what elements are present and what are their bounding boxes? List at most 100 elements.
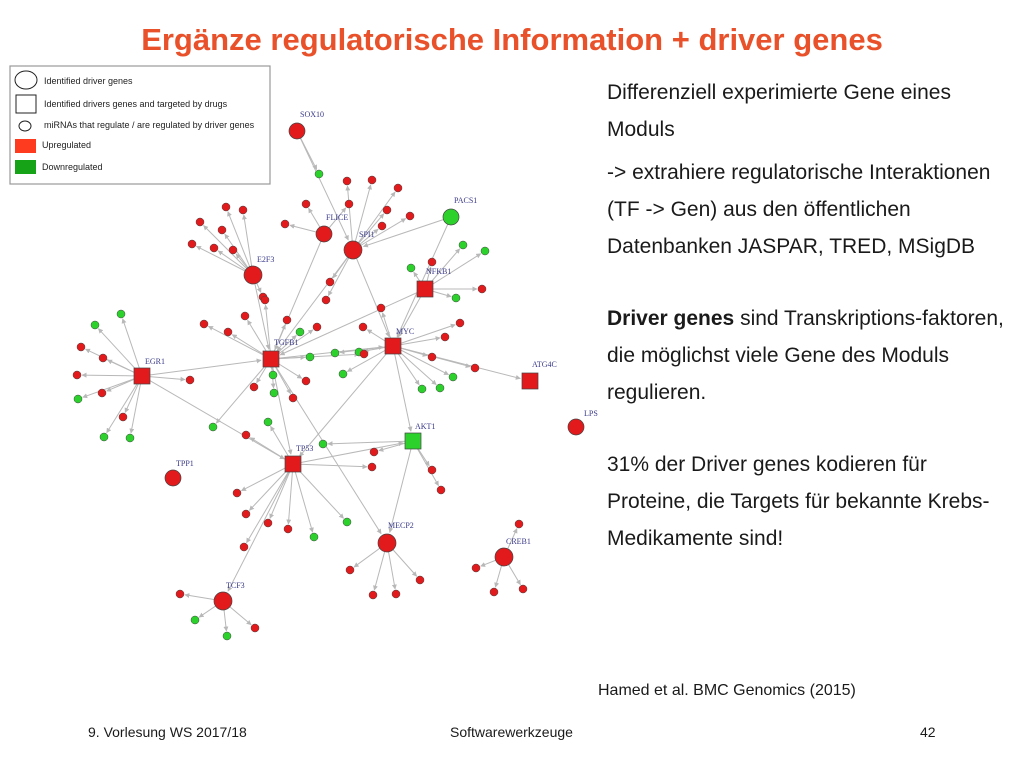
target-node-downregulated — [318, 439, 328, 449]
target-node-upregulated — [238, 205, 248, 215]
target-node-downregulated — [268, 370, 278, 380]
label-mecp2: MECP2 — [388, 521, 414, 530]
target-node-upregulated — [97, 388, 107, 398]
target-node-downregulated — [269, 388, 279, 398]
target-node-downregulated — [458, 240, 468, 250]
label-sox10: SOX10 — [300, 110, 324, 119]
legend-down-swatch — [15, 160, 36, 174]
target-node-upregulated — [470, 363, 480, 373]
target-node-downregulated — [451, 293, 461, 303]
edge-egr1-tgfb1 — [141, 358, 262, 377]
hub-node-lps — [567, 418, 585, 436]
edge-spi1-target — [352, 184, 372, 251]
edge-myc-akt1 — [392, 345, 413, 432]
edge-myc-target — [392, 345, 450, 376]
target-node-upregulated — [232, 488, 242, 498]
paragraph-extract-interactions: -> extrahiere regulatorische Interaktion… — [607, 161, 991, 258]
target-node-upregulated — [185, 375, 195, 385]
target-node-upregulated — [260, 295, 270, 305]
target-node-downregulated — [295, 327, 305, 337]
network-nodes — [72, 122, 585, 641]
edge-myc-tp53 — [299, 345, 394, 457]
target-node-upregulated — [199, 319, 209, 329]
hub-node-nfkb1 — [416, 280, 434, 298]
target-node-upregulated — [195, 217, 205, 227]
edge-tp53-tcf3 — [227, 463, 294, 592]
hub-node-myc — [384, 337, 402, 355]
edge-sox10-spi1 — [296, 130, 349, 241]
label-pacs1: PACS1 — [454, 196, 477, 205]
target-node-upregulated — [221, 202, 231, 212]
target-node-downregulated — [417, 384, 427, 394]
edge-tp53-target — [292, 463, 314, 533]
hub-node-tcf3 — [213, 591, 233, 611]
edge-myc-target — [392, 323, 456, 347]
label-tpp1: TPP1 — [176, 459, 194, 468]
edge-tgfb1-target — [207, 325, 272, 360]
target-node-downregulated — [73, 394, 83, 404]
hub-node-atg4c — [521, 372, 539, 390]
target-node-upregulated — [415, 575, 425, 585]
target-node-upregulated — [358, 322, 368, 332]
edge-e2f3-target — [196, 245, 254, 276]
legend-circle-icon — [14, 70, 38, 90]
target-node-upregulated — [240, 311, 250, 321]
edge-tp53-target — [292, 463, 368, 470]
label-creb1: CREB1 — [506, 537, 531, 546]
target-node-upregulated — [427, 352, 437, 362]
target-node-upregulated — [342, 176, 352, 186]
slide-title: Ergänze regulatorische Information + dri… — [141, 22, 883, 57]
target-node-upregulated — [367, 175, 377, 185]
driver-genes-term: Driver genes — [607, 307, 735, 330]
target-node-upregulated — [175, 589, 185, 599]
paragraph-module-genes: Differenziell experimierte Gene eines Mo… — [607, 81, 951, 141]
hub-node-sox10 — [288, 122, 306, 140]
legend-label-up: Upregulated — [42, 140, 91, 150]
footer-lecture: 9. Vorlesung WS 2017/18 — [88, 724, 247, 740]
hub-node-egr1 — [133, 367, 151, 385]
target-node-upregulated — [239, 542, 249, 552]
hub-node-e2f3 — [243, 265, 263, 285]
label-tgfb1: TGFB1 — [274, 338, 298, 347]
edge-akt1-mecp2 — [388, 440, 414, 533]
hub-node-tp53 — [284, 455, 302, 473]
hub-node-tgfb1 — [262, 350, 280, 368]
target-node-upregulated — [368, 590, 378, 600]
target-node-upregulated — [209, 243, 219, 253]
target-node-upregulated — [217, 225, 227, 235]
target-node-upregulated — [382, 205, 392, 215]
label-akt1: AKT1 — [415, 422, 435, 431]
footer-page-number: 42 — [920, 724, 936, 740]
target-node-downregulated — [222, 631, 232, 641]
label-tcf3: TCF3 — [226, 581, 245, 590]
label-spi1: SPI1 — [359, 230, 375, 239]
target-node-upregulated — [228, 245, 238, 255]
edge-pacs1-myc — [396, 216, 452, 338]
target-node-upregulated — [514, 519, 524, 529]
edge-spi1-myc — [352, 249, 390, 338]
edge-e2f3-target — [241, 214, 254, 276]
target-node-upregulated — [187, 239, 197, 249]
legend-square-icon — [15, 94, 37, 114]
edge-nfkb1-tgfb1 — [279, 288, 426, 356]
edge-spi1-target — [352, 191, 396, 251]
target-node-upregulated — [241, 430, 251, 440]
hub-node-akt1 — [404, 432, 422, 450]
target-node-upregulated — [345, 565, 355, 575]
label-egr1: EGR1 — [145, 357, 165, 366]
edge-tp53-target — [292, 463, 344, 519]
target-node-upregulated — [72, 370, 82, 380]
edge-tp53-target — [240, 463, 294, 492]
target-node-upregulated — [359, 349, 369, 359]
target-node-upregulated — [288, 393, 298, 403]
target-node-upregulated — [325, 277, 335, 287]
target-node-upregulated — [280, 219, 290, 229]
target-node-upregulated — [241, 509, 251, 519]
target-node-downregulated — [330, 348, 340, 358]
target-node-downregulated — [448, 372, 458, 382]
target-node-downregulated — [406, 263, 416, 273]
paragraph-driver-genes: Driver genes sind Transkriptions-faktore… — [607, 300, 1007, 411]
target-node-downregulated — [190, 615, 200, 625]
footer-course: Softwarewerkzeuge — [450, 724, 573, 740]
